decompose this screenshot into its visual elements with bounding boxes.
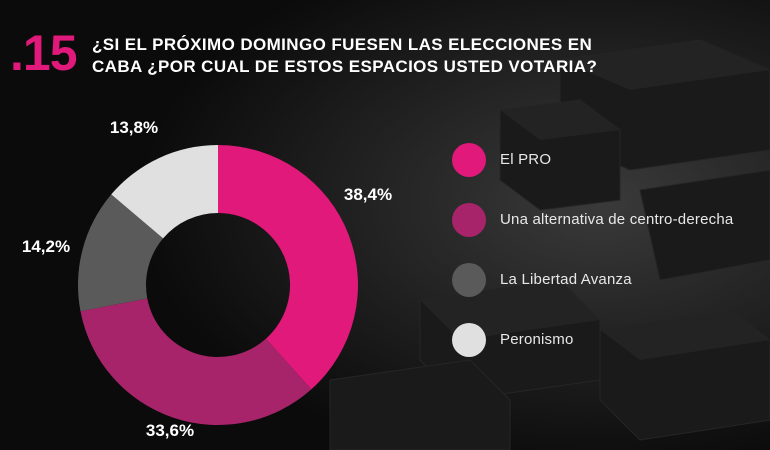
legend-label-centro-derecha: Una alternativa de centro-derecha bbox=[500, 211, 734, 228]
legend-swatch-la-libertad-avanza bbox=[452, 263, 486, 297]
legend-item-el-pro: El PRO bbox=[452, 143, 770, 183]
legend-item-peronismo: Peronismo bbox=[452, 323, 770, 363]
legend-swatch-centro-derecha bbox=[452, 203, 486, 237]
slice-el-pro-value-label: 38,4% bbox=[344, 185, 392, 204]
legend-item-la-libertad-avanza: La Libertad Avanza bbox=[452, 263, 770, 303]
slice-el-pro bbox=[218, 145, 359, 390]
slice-la-libertad-avanza bbox=[77, 194, 164, 312]
slice-centro-derecha-value-label: 33,6% bbox=[146, 421, 194, 440]
legend-swatch-el-pro bbox=[452, 143, 486, 177]
legend-item-centro-derecha: Una alternativa de centro-derecha bbox=[452, 203, 770, 243]
slice-peronismo-value-label: 13,8% bbox=[110, 118, 158, 137]
legend-swatch-peronismo bbox=[452, 323, 486, 357]
slice-centro-derecha bbox=[80, 298, 312, 425]
slice-peronismo bbox=[111, 145, 218, 239]
legend-label-el-pro: El PRO bbox=[500, 151, 552, 168]
legend-label-peronismo: Peronismo bbox=[500, 331, 574, 348]
question-title-line-2: CABA ¿POR CUAL DE ESTOS ESPACIOS USTED V… bbox=[92, 57, 598, 76]
slice-la-libertad-avanza-value-label: 14,2% bbox=[22, 237, 70, 256]
question-title-line-1: ¿SI EL PRÓXIMO DOMINGO FUESEN LAS ELECCI… bbox=[92, 35, 593, 54]
question-title: ¿SI EL PRÓXIMO DOMINGO FUESEN LAS ELECCI… bbox=[92, 34, 652, 78]
legend-label-la-libertad-avanza: La Libertad Avanza bbox=[500, 271, 632, 288]
question-number: .15 bbox=[10, 25, 78, 81]
